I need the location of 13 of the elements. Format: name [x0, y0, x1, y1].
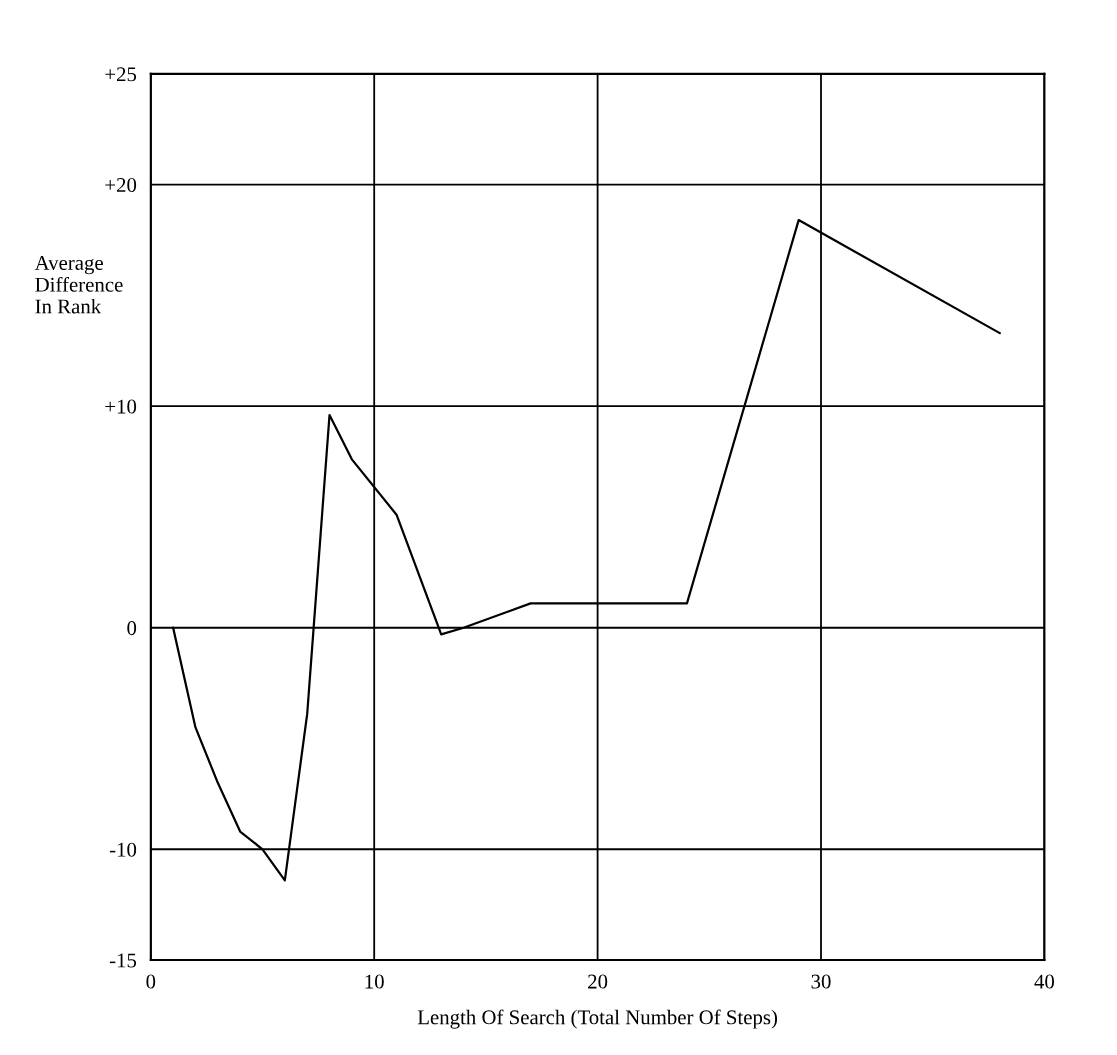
- x-tick-label: 40: [1034, 974, 1055, 989]
- y-tick-label: +25: [105, 67, 137, 82]
- x-tick-label: 0: [146, 974, 156, 989]
- y-tick-label: +10: [105, 399, 137, 414]
- y-tick-label: +20: [105, 178, 137, 193]
- x-axis-title: Length Of Search (Total Number Of Steps): [417, 1009, 778, 1029]
- x-tick-label: 20: [588, 974, 608, 989]
- y-tick-label: -10: [109, 842, 137, 857]
- x-tick-label: 10: [365, 974, 384, 989]
- x-tick-label: 30: [811, 974, 831, 989]
- y-tick-label: -15: [109, 953, 137, 968]
- y-axis-title: Average Difference In Rank: [34, 255, 123, 314]
- y-tick-label: 0: [127, 621, 137, 636]
